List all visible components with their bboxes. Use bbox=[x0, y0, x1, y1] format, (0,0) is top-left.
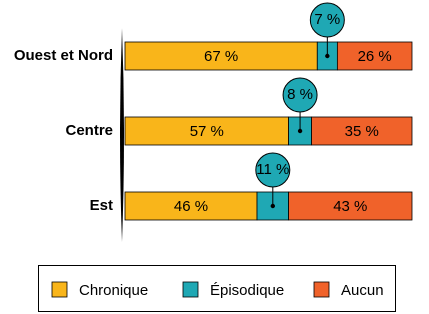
legend-box bbox=[38, 265, 396, 312]
callout-dot bbox=[325, 53, 330, 59]
bar-segment bbox=[124, 116, 289, 146]
bar-segment bbox=[124, 41, 318, 71]
legend-swatch bbox=[182, 281, 199, 298]
callout-bubble bbox=[309, 2, 345, 38]
value-label: 8 % bbox=[287, 86, 313, 103]
value-label: 7 % bbox=[314, 11, 340, 28]
legend-label: Aucun bbox=[341, 282, 384, 299]
value-label: 11 % bbox=[256, 161, 289, 178]
legend-label: Chronique bbox=[79, 282, 148, 299]
bar-segment bbox=[124, 191, 258, 221]
legend-swatch bbox=[313, 281, 330, 298]
callout-bubble bbox=[282, 77, 318, 113]
y-axis bbox=[120, 28, 124, 242]
value-label: 57 % bbox=[190, 123, 224, 140]
legend-label: Épisodique bbox=[210, 282, 284, 299]
value-label: 26 % bbox=[358, 48, 392, 65]
legend-swatch bbox=[51, 281, 68, 298]
callout-dot bbox=[270, 203, 276, 209]
bar-segment bbox=[311, 116, 413, 146]
bar-segment bbox=[288, 191, 413, 221]
category-label: Ouest et Nord bbox=[14, 47, 113, 64]
callout-bubble bbox=[255, 152, 291, 188]
value-label: 43 % bbox=[333, 198, 367, 215]
value-label: 46 % bbox=[174, 198, 208, 215]
category-label: Centre bbox=[65, 122, 113, 139]
value-label: 67 % bbox=[204, 48, 238, 65]
category-label: Est bbox=[90, 197, 113, 214]
callout-dot bbox=[297, 128, 303, 134]
bar-segment bbox=[336, 41, 413, 71]
value-label: 35 % bbox=[345, 123, 379, 140]
